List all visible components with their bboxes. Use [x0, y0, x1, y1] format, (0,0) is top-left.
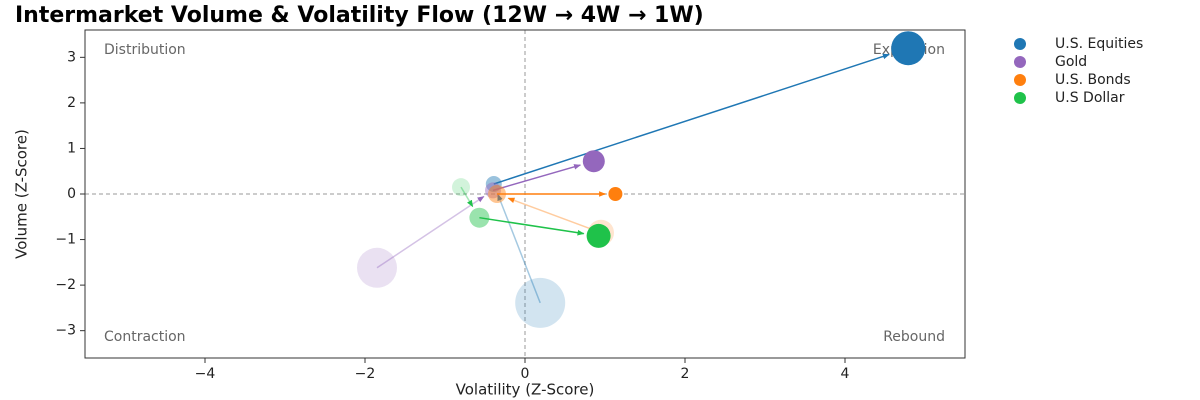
legend-marker [1014, 74, 1026, 86]
legend-marker [1014, 56, 1026, 68]
x-tick-label: −2 [355, 366, 376, 382]
legend-marker [1014, 92, 1026, 104]
point [891, 31, 926, 66]
plot-frame [84, 29, 966, 359]
y-tick-label: 0 [67, 186, 76, 202]
y-tick-label: −1 [55, 232, 76, 248]
legend-label: U.S. Equities [1055, 36, 1143, 52]
legend-label: U.S Dollar [1055, 90, 1125, 106]
trajectory-arrow [493, 53, 890, 185]
trajectory-arrow [376, 195, 485, 269]
trajectory-arrow [479, 216, 585, 236]
trajectory-arrow [497, 193, 541, 304]
x-tick-label: 0 [521, 366, 530, 382]
point [582, 150, 605, 173]
point [586, 223, 611, 248]
trajectory-arrow [507, 197, 602, 234]
legend-marker [1014, 38, 1026, 50]
point [515, 277, 566, 328]
y-tick-label: −2 [55, 277, 76, 293]
x-tick-label: −4 [195, 366, 216, 382]
point [452, 178, 470, 197]
legend-label: U.S. Bonds [1055, 72, 1131, 88]
point [357, 247, 397, 288]
quadrant-label: Distribution [104, 42, 186, 58]
point [608, 187, 623, 201]
x-tick-label: 2 [681, 366, 690, 382]
y-axis-label: Volume (Z-Score) [13, 129, 31, 259]
y-tick-label: −3 [55, 323, 76, 339]
quadrant-label: Rebound [883, 329, 945, 345]
trajectory-arrow [492, 164, 582, 192]
chart-title: Intermarket Volume & Volatility Flow (12… [15, 3, 704, 28]
x-axis-label: Volatility (Z-Score) [456, 381, 595, 399]
quadrant-label: Contraction [104, 329, 186, 345]
y-tick-label: 3 [67, 49, 76, 65]
trajectory-arrow [460, 186, 474, 208]
x-tick-label: 4 [841, 366, 850, 382]
y-tick-label: 1 [67, 140, 76, 156]
y-tick-label: 2 [67, 95, 76, 111]
legend-label: Gold [1055, 54, 1087, 70]
